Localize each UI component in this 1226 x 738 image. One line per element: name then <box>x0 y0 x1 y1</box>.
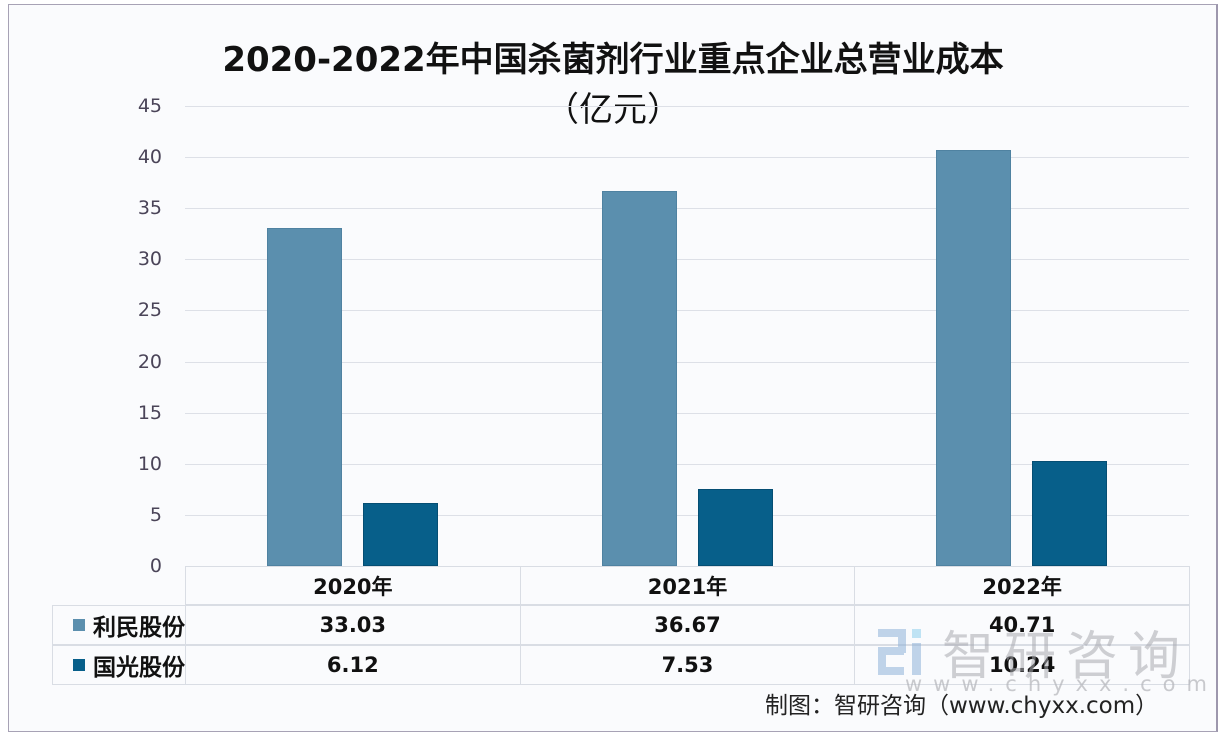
watermark: 智研咨询 <box>878 614 1190 689</box>
bar-limin-1 <box>601 191 677 566</box>
gridline <box>185 157 1189 159</box>
table-value-cell-text: 10.24 <box>988 653 1056 677</box>
gridline <box>185 259 1189 261</box>
chart-title-unit: （亿元） <box>545 90 681 130</box>
y-tick-label: 35 <box>137 197 162 220</box>
bar-limin-0 <box>266 228 342 566</box>
source-credit: 制图：智研咨询（www.chyxx.com） <box>765 693 1159 719</box>
y-tick-label: 30 <box>137 248 162 271</box>
legend-swatch-icon <box>73 619 85 631</box>
table-header-cell: 2021年 <box>519 566 856 605</box>
table-header-cell-text: 2021年 <box>647 574 728 599</box>
y-tick-label: 20 <box>137 350 162 373</box>
table-header-cell: 2020年 <box>185 566 521 605</box>
gridline <box>185 310 1189 312</box>
y-tick-label: 40 <box>137 146 162 169</box>
bar-guoguang-1 <box>697 489 773 566</box>
legend-swatch-icon <box>73 659 85 671</box>
table-header-cell: 2022年 <box>854 566 1190 605</box>
legend-label: 国光股份 <box>93 655 185 681</box>
table-value-cell-text: 33.03 <box>319 613 387 637</box>
table-value-cell: 36.67 <box>519 605 856 645</box>
gridline <box>185 106 1189 107</box>
table-value-cell: 6.12 <box>185 645 521 685</box>
table-header-cell-text: 2020年 <box>313 574 393 599</box>
table-value-cell-text: 40.71 <box>988 613 1056 637</box>
bar-guoguang-0 <box>362 503 438 566</box>
y-tick-label: 0 <box>149 555 162 577</box>
y-tick-label: 5 <box>149 503 162 526</box>
bar-limin-2 <box>936 149 1012 566</box>
y-tick-label: 10 <box>137 452 162 475</box>
gridline <box>185 208 1189 210</box>
table-value-cell-text: 6.12 <box>326 653 379 677</box>
gridline <box>185 463 1189 465</box>
table-value-cell: 33.03 <box>185 605 521 645</box>
table-value-cell: 7.53 <box>519 645 856 685</box>
chart-title: 2020-2022年中国杀菌剂行业重点企业总营业成本 <box>222 40 1004 80</box>
table-value-cell-text: 36.67 <box>654 613 721 637</box>
y-tick-label: 15 <box>137 401 162 424</box>
table-value-cell: 10.24 <box>854 645 1190 685</box>
gridline <box>185 361 1189 363</box>
table-value-cell: 40.71 <box>854 605 1190 645</box>
legend-label: 利民股份 <box>93 615 185 641</box>
watermark-logo-icon <box>878 628 921 675</box>
gridline <box>185 514 1189 516</box>
bar-guoguang-2 <box>1032 461 1108 566</box>
watermark-text: 智研咨询 <box>942 627 1191 687</box>
y-tick-label: 45 <box>137 95 162 117</box>
gridline <box>185 412 1189 414</box>
legend-cell: 国光股份 <box>52 645 186 685</box>
table-header-cell-text: 2022年 <box>982 574 1062 599</box>
legend-cell: 利民股份 <box>52 605 186 645</box>
table-value-cell-text: 7.53 <box>661 653 714 677</box>
watermark-url: www.chyxx.com <box>905 672 1218 696</box>
y-tick-label: 25 <box>137 299 162 322</box>
